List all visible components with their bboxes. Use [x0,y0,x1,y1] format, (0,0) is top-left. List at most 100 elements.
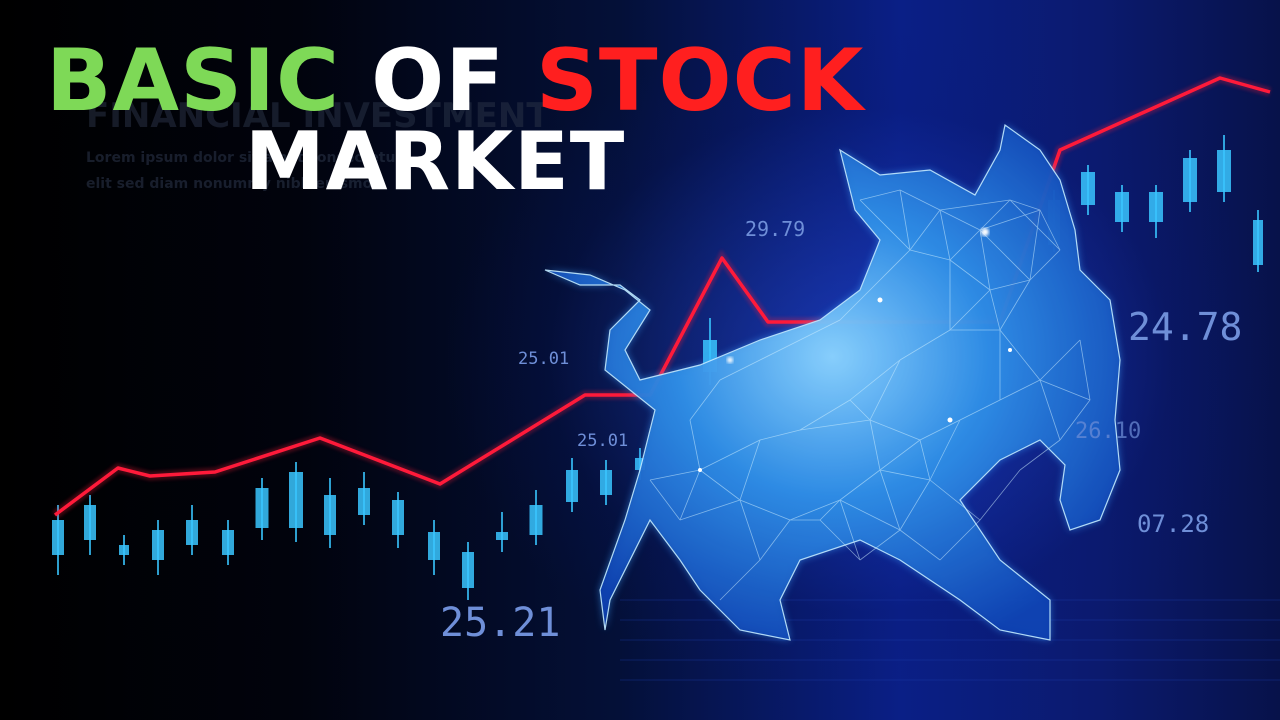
candle-body [222,530,234,555]
title-word-stock: STOCK [535,31,865,131]
bull-facet-line [989,289,1001,331]
bull-facet-line [739,439,761,501]
bull-facet-line [1039,379,1061,441]
bull-facet-line [949,229,981,261]
bull-facet-line [979,229,1031,281]
bull-facet-line [909,249,951,261]
background-body-line: elit sed diam nonummy nibh euismod [86,176,383,192]
bull-facet-line [899,329,951,361]
candle-body [1081,172,1095,205]
bull-facet-line [849,359,901,401]
bull-facet-line [1009,199,1041,211]
bull-facet-line [899,479,931,531]
bull-facet-line [849,399,871,421]
bull-facet-line [839,469,881,501]
bull-facet-line [999,329,1041,381]
price-label: 24.78 [1128,305,1242,349]
bull-facet-line [739,499,791,521]
price-label: 29.79 [745,217,805,241]
bull-facet-line [699,439,761,471]
bull-facet-line [899,189,941,211]
candle-body [52,520,64,555]
bull-facet-line [859,529,901,561]
bull-facet-line [939,209,951,261]
bull-facet-line [789,499,841,521]
candle-body [1183,158,1197,202]
candle-body [1115,192,1129,222]
bull-facet-line [979,209,1041,231]
bull-facet-line [949,289,991,331]
bull-facet-line [989,279,1031,291]
candle-body [635,458,645,470]
bull-facet-line [759,519,791,561]
bull-facet-line [1029,209,1041,281]
price-label: 25.01 [518,349,569,369]
bull-facet-line [689,419,701,471]
background-body-line: Lorem ipsum dolor sit amet consectetur [86,150,403,166]
bull-facet-line [719,559,761,601]
bull-facet-line [949,259,991,291]
bull-facet-line [719,359,761,381]
bull-facet-line [1039,339,1081,381]
candle-body [428,532,440,560]
bull-facet-line [879,249,911,281]
bull-facet-line [1039,379,1091,401]
bull-facet-line [839,279,881,321]
bull-facet-line [1029,249,1061,281]
bull-facet-line [869,419,881,471]
candle-body [1253,220,1263,265]
bull-facet-line [819,519,861,561]
title-line-1: BASIC OF STOCK [46,38,1046,124]
candle-body [255,488,269,528]
background-heading: FINANCIAL INVESTMENT [86,96,550,136]
candle-body [186,520,198,545]
bull-facet-line [679,499,741,521]
bull-facet-line [859,189,901,201]
bull-facet-line [839,499,901,531]
candle-body [324,495,336,535]
bull-facet-line [759,339,801,361]
grid-lines [620,599,1280,681]
price-label: 07.28 [1137,510,1209,538]
bull-facet-line [939,199,1011,211]
bull-facet-line [739,499,761,561]
bull-facet-line [759,429,801,441]
candle-body [392,500,404,535]
bull-facet-line [1019,439,1061,471]
bull-facet-line [799,399,851,431]
bull-facet-line [839,499,861,561]
candle-body [529,505,543,535]
bull-facet-line [939,519,981,561]
title-word-of: OF [371,31,505,131]
price-label: 26.10 [1075,419,1141,444]
bull-facet-line [979,229,991,291]
bull-facet-line [1059,399,1091,441]
bull-facet-line [1009,199,1061,251]
candle-body [152,530,164,560]
candle-body [1149,192,1163,222]
candle-body [462,552,474,588]
bull-facet-line [929,479,981,521]
bull-facet-line [649,479,681,521]
bull-facet-line [999,379,1041,401]
bull-facet-line [979,469,1021,521]
bull-facet-line [1079,339,1091,401]
title-line-2: MARKET [245,115,626,208]
bull-facet-line [799,319,841,341]
candle-body [566,470,578,502]
bull-facet-line [799,419,871,431]
bull-facet-line [999,279,1031,331]
bull-facet-line [649,469,701,481]
bull-facet-line [869,419,921,441]
bull-illustration [544,123,1121,641]
bull-facet-line [909,209,941,251]
bull-facet-line [1039,209,1061,251]
candle-body [1217,150,1231,192]
title-word-basic: BASIC [46,31,341,131]
bull-facet-line [919,439,931,481]
bull-facet-line [919,419,961,441]
candle-body [600,470,612,495]
bull-facet-line [899,189,911,251]
